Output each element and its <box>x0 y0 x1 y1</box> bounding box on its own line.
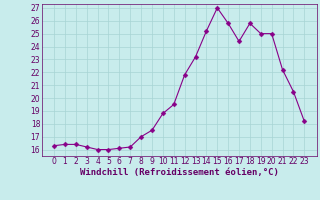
X-axis label: Windchill (Refroidissement éolien,°C): Windchill (Refroidissement éolien,°C) <box>80 168 279 177</box>
